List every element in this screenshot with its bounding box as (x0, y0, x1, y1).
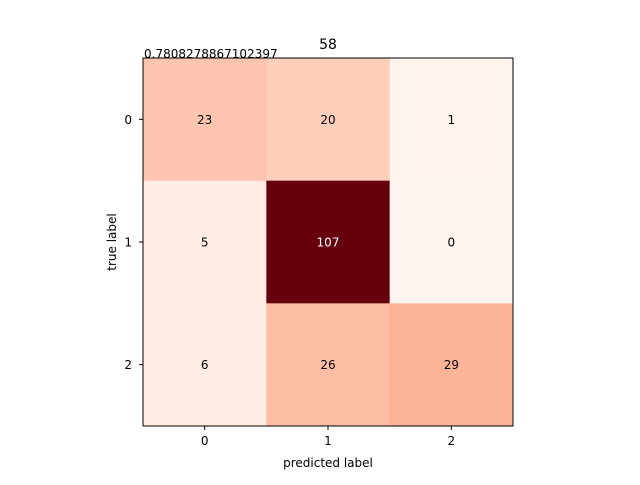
cell-value-r0-c0: 23 (197, 113, 212, 127)
x-axis-ticks: 0 1 2 (201, 426, 455, 448)
cell-value-labels: 23 20 1 5 107 0 6 26 29 (197, 113, 459, 372)
cell-value-r2-c2: 29 (444, 358, 459, 372)
cell-value-r2-c1: 26 (320, 358, 335, 372)
y-axis-label: true label (105, 213, 119, 270)
cell-value-r1-c1: 107 (317, 236, 340, 250)
heatmap-cell-r1-c2 (389, 180, 514, 304)
cell-value-r0-c1: 20 (320, 113, 335, 127)
heatmap-cell-r0-c0 (143, 58, 267, 182)
cell-value-r1-c0: 5 (201, 236, 209, 250)
heatmap-cell-r0-c2 (389, 58, 514, 182)
y-tick-label-1: 1 (124, 236, 132, 250)
y-tick-label-2: 2 (124, 358, 132, 372)
x-tick-label-0: 0 (201, 434, 209, 448)
y-tick-label-0: 0 (124, 113, 132, 127)
heatmap-cell-r2-c0 (143, 303, 267, 427)
heatmap-cell-r1-c1 (266, 180, 391, 304)
heatmap-cell-r2-c2 (389, 303, 514, 427)
x-tick-label-2: 2 (448, 434, 456, 448)
heatmap-cell-r0-c1 (266, 58, 391, 182)
x-tick-label-1: 1 (324, 434, 332, 448)
heatmap-cells (143, 58, 514, 427)
y-axis-ticks: 0 1 2 (124, 113, 143, 372)
heatmap-cell-r1-c0 (143, 180, 267, 304)
x-axis-label: predicted label (283, 456, 373, 470)
cell-value-r0-c2: 1 (448, 113, 456, 127)
chart-title: 58 (319, 37, 337, 53)
cell-value-r2-c0: 6 (201, 358, 209, 372)
cell-value-r1-c2: 0 (448, 236, 456, 250)
heatmap-cell-r2-c1 (266, 303, 391, 427)
